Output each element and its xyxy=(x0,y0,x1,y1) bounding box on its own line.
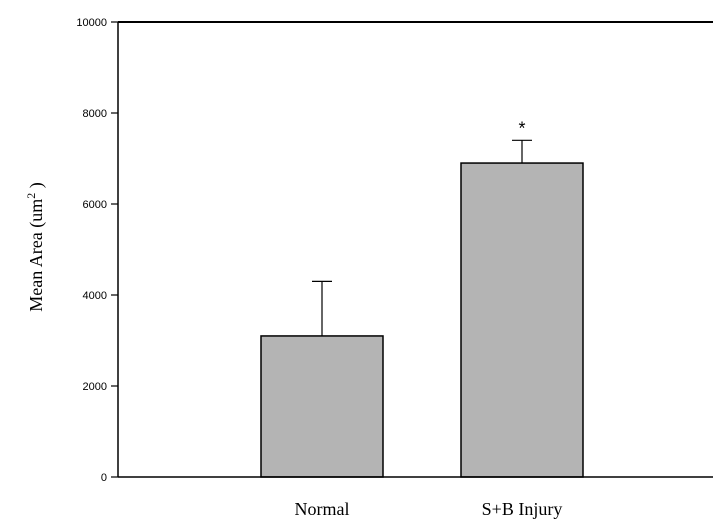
bars: * xyxy=(260,118,584,478)
y-tick-label: 10000 xyxy=(76,17,107,29)
category-label: Normal xyxy=(295,499,350,519)
y-tick-label: 6000 xyxy=(83,199,107,211)
bar xyxy=(460,162,584,478)
y-axis-title-main: Mean Area (um xyxy=(26,199,47,312)
y-axis-title-superscript: 2 xyxy=(24,193,38,199)
bar xyxy=(260,335,384,478)
y-axis-title-close: ) xyxy=(26,182,47,193)
y-tick-label: 2000 xyxy=(83,381,107,393)
significance-marker: * xyxy=(518,118,525,138)
y-tick-label: 8000 xyxy=(83,108,107,120)
y-tick-label: 0 xyxy=(101,472,107,484)
axes xyxy=(117,21,713,478)
y-axis-title: Mean Area (um2 ) xyxy=(24,182,47,311)
category-labels: Normal S+B Injury xyxy=(295,499,563,519)
y-axis-ticks: 0 2000 4000 6000 8000 10000 xyxy=(76,17,118,484)
category-label: S+B Injury xyxy=(482,499,563,519)
y-tick-label: 4000 xyxy=(83,290,107,302)
